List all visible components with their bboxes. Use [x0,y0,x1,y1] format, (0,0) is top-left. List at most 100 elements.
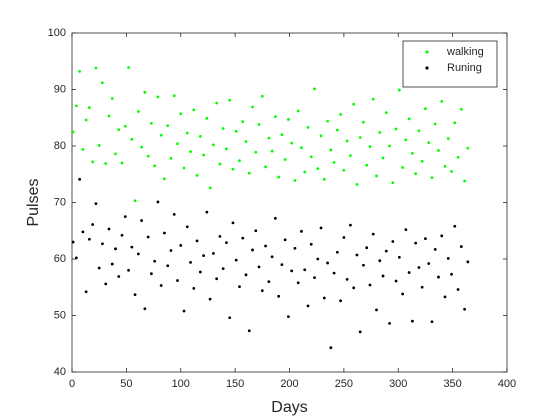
point [84,118,88,122]
point [143,307,147,311]
point [368,145,372,148]
point [306,125,310,129]
point [453,224,457,228]
point [355,253,359,257]
point [254,150,258,154]
point [466,146,470,150]
x-tick-label: 100 [172,378,190,390]
point [339,112,343,116]
point [205,210,209,214]
point [273,115,277,119]
point [378,259,382,263]
y-tick-label: 40 [54,366,66,378]
point [123,215,127,219]
point [309,242,313,246]
y-tick-label: 100 [48,27,66,39]
point [238,159,241,163]
point [326,119,329,123]
point [244,140,248,143]
point [332,160,336,164]
point [384,249,388,253]
point [358,136,362,139]
point [228,316,232,320]
point [349,154,352,158]
point [179,244,183,247]
point [397,255,401,259]
point [225,241,228,245]
point [391,240,395,243]
point [388,322,391,325]
point [456,288,460,291]
point [185,225,189,229]
point [234,129,238,133]
y-tick-label: 70 [54,196,66,208]
point [267,136,271,140]
point [316,167,320,171]
point [166,264,170,268]
point [437,149,440,152]
point [319,226,323,230]
y-tick-label: 50 [54,309,66,321]
point [257,123,261,126]
point [466,260,470,264]
point [231,167,235,171]
point [329,346,333,350]
point [117,128,121,132]
point [440,99,444,103]
point [440,234,444,238]
point [424,107,427,111]
point [375,308,378,312]
point [225,147,228,151]
point [81,230,85,234]
point [420,285,424,289]
point [136,110,140,113]
point [303,268,307,272]
point [182,309,186,313]
point [140,219,144,222]
point [427,141,431,145]
point [254,229,258,233]
point [88,237,91,241]
point [74,104,78,108]
point [378,131,382,134]
point [104,162,108,165]
point [251,248,254,252]
point [381,156,385,160]
point [156,200,160,204]
point [74,256,78,260]
point [430,320,434,324]
point [195,173,199,177]
point [185,131,189,135]
point [159,133,163,137]
point [192,286,196,290]
point [358,330,362,334]
point [205,116,209,120]
point [459,107,463,111]
point [362,263,365,267]
point [437,275,440,279]
point [169,157,173,160]
point [117,275,121,278]
point [450,272,453,276]
point [352,286,356,290]
point [146,154,150,158]
point [326,261,329,265]
point [208,186,212,190]
point [293,246,297,250]
point [410,319,414,323]
point [296,281,300,285]
point [91,223,95,226]
point [84,290,88,294]
point [332,271,336,275]
point [339,299,343,303]
point [192,108,196,112]
point [146,235,150,239]
point [133,293,137,296]
point [97,144,101,147]
point [101,81,104,85]
point [149,122,153,125]
point [202,254,205,258]
point [384,111,388,115]
point [127,268,130,272]
point [433,122,437,126]
